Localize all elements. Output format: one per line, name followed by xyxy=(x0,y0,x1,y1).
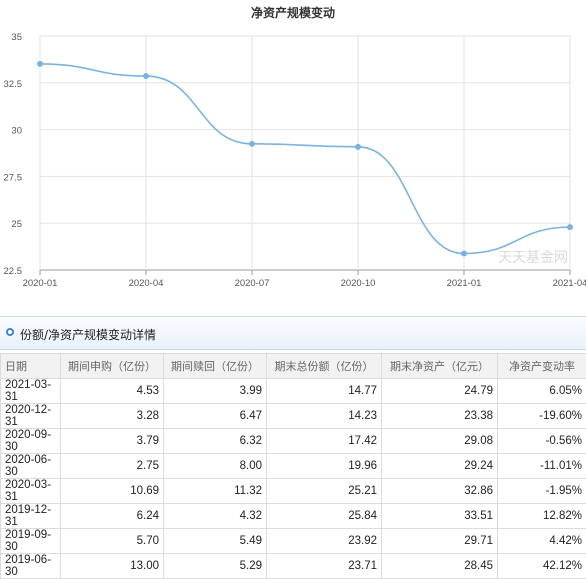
watermark: 天天基金网 xyxy=(498,249,568,266)
cell-subscription: 10.69 xyxy=(61,479,164,504)
cell-change-rate: 12.82% xyxy=(498,504,586,529)
y-tick-label: 25 xyxy=(11,219,22,230)
cell-date: 2020-09-30 xyxy=(1,429,61,454)
cell-date: 2021-03-31 xyxy=(1,379,61,404)
x-tick-label: 2020-10 xyxy=(341,278,376,289)
cell-redemption: 8.00 xyxy=(164,454,267,479)
cell-total-shares: 23.92 xyxy=(267,529,382,554)
cell-net-assets: 29.08 xyxy=(382,429,498,454)
cell-date: 2020-06-30 xyxy=(1,454,61,479)
cell-total-shares: 14.23 xyxy=(267,404,382,429)
cell-redemption: 5.29 xyxy=(164,554,267,579)
chart-svg: 净资产规模变动 22.5 25 27.5 30 32.5 35 2020-01 2020-04 2… xyxy=(0,0,586,300)
chart-title: 净资产规模变动 xyxy=(251,5,335,20)
cell-change-rate: 4.42% xyxy=(498,529,586,554)
header-redemption: 期间赎回（亿份） xyxy=(164,354,267,379)
data-point xyxy=(567,224,573,230)
cell-net-assets: 33.51 xyxy=(382,504,498,529)
cell-date: 2020-03-31 xyxy=(1,479,61,504)
data-point xyxy=(461,251,467,257)
cell-total-shares: 17.42 xyxy=(267,429,382,454)
cell-total-shares: 14.77 xyxy=(267,379,382,404)
cell-change-rate: -11.01% xyxy=(498,454,586,479)
cell-redemption: 11.32 xyxy=(164,479,267,504)
cell-net-assets: 29.71 xyxy=(382,529,498,554)
y-tick-label: 27.5 xyxy=(4,172,23,183)
data-point xyxy=(37,61,43,67)
cell-redemption: 4.32 xyxy=(164,504,267,529)
header-change-rate: 净资产变动率 xyxy=(498,354,586,379)
section-header: 份额/净资产规模变动详情 xyxy=(0,316,586,350)
cell-change-rate: 42.12% xyxy=(498,554,586,579)
section-title: 份额/净资产规模变动详情 xyxy=(20,326,156,343)
cell-change-rate: 6.05% xyxy=(498,379,586,404)
x-tick-label: 2021-04 xyxy=(553,278,586,289)
cell-subscription: 3.79 xyxy=(61,429,164,454)
cell-subscription: 13.00 xyxy=(61,554,164,579)
cell-redemption: 3.99 xyxy=(164,379,267,404)
cell-subscription: 2.75 xyxy=(61,454,164,479)
cell-date: 2019-06-30 xyxy=(1,554,61,579)
data-point xyxy=(143,73,149,79)
cell-net-assets: 32.86 xyxy=(382,479,498,504)
cell-subscription: 5.70 xyxy=(61,529,164,554)
y-tick-label: 30 xyxy=(11,126,22,137)
header-date: 日期 xyxy=(1,354,61,379)
cell-total-shares: 25.21 xyxy=(267,479,382,504)
x-tick-label: 2020-07 xyxy=(235,278,270,289)
circle-bullet-icon xyxy=(6,328,14,336)
series-line xyxy=(40,64,570,254)
cell-net-assets: 29.24 xyxy=(382,454,498,479)
data-point xyxy=(355,144,361,150)
cell-total-shares: 19.96 xyxy=(267,454,382,479)
cell-redemption: 6.32 xyxy=(164,429,267,454)
net-asset-chart: 净资产规模变动 22.5 25 27.5 30 32.5 35 2020-01 2020-04 2… xyxy=(0,0,586,300)
cell-net-assets: 28.45 xyxy=(382,554,498,579)
detail-table: 日期 期间申购（亿份） 期间赎回（亿份） 期末总份额（亿份） 期末净资产（亿元）… xyxy=(0,353,586,579)
x-tick-label: 2021-01 xyxy=(447,278,482,289)
cell-date: 2019-09-30 xyxy=(1,529,61,554)
cell-date: 2020-12-31 xyxy=(1,404,61,429)
cell-redemption: 5.49 xyxy=(164,529,267,554)
table-header-row: 日期 期间申购（亿份） 期间赎回（亿份） 期末总份额（亿份） 期末净资产（亿元）… xyxy=(1,354,586,379)
y-tick-label: 35 xyxy=(11,32,22,43)
x-tick-label: 2020-01 xyxy=(23,278,58,289)
cell-change-rate: -1.95% xyxy=(498,479,586,504)
cell-change-rate: -0.56% xyxy=(498,429,586,454)
y-tick-label: 22.5 xyxy=(4,266,23,277)
cell-net-assets: 24.79 xyxy=(382,379,498,404)
cell-subscription: 6.24 xyxy=(61,504,164,529)
cell-total-shares: 25.84 xyxy=(267,504,382,529)
y-tick-label: 32.5 xyxy=(4,79,23,90)
x-tick-label: 2020-04 xyxy=(129,278,164,289)
header-total-shares: 期末总份额（亿份） xyxy=(267,354,382,379)
cell-date: 2019-12-31 xyxy=(1,504,61,529)
cell-total-shares: 23.71 xyxy=(267,554,382,579)
cell-change-rate: -19.60% xyxy=(498,404,586,429)
header-subscription: 期间申购（亿份） xyxy=(61,354,164,379)
cell-redemption: 6.47 xyxy=(164,404,267,429)
cell-subscription: 3.28 xyxy=(61,404,164,429)
data-point xyxy=(249,141,255,147)
cell-subscription: 4.53 xyxy=(61,379,164,404)
header-net-assets: 期末净资产（亿元） xyxy=(382,354,498,379)
cell-net-assets: 23.38 xyxy=(382,404,498,429)
